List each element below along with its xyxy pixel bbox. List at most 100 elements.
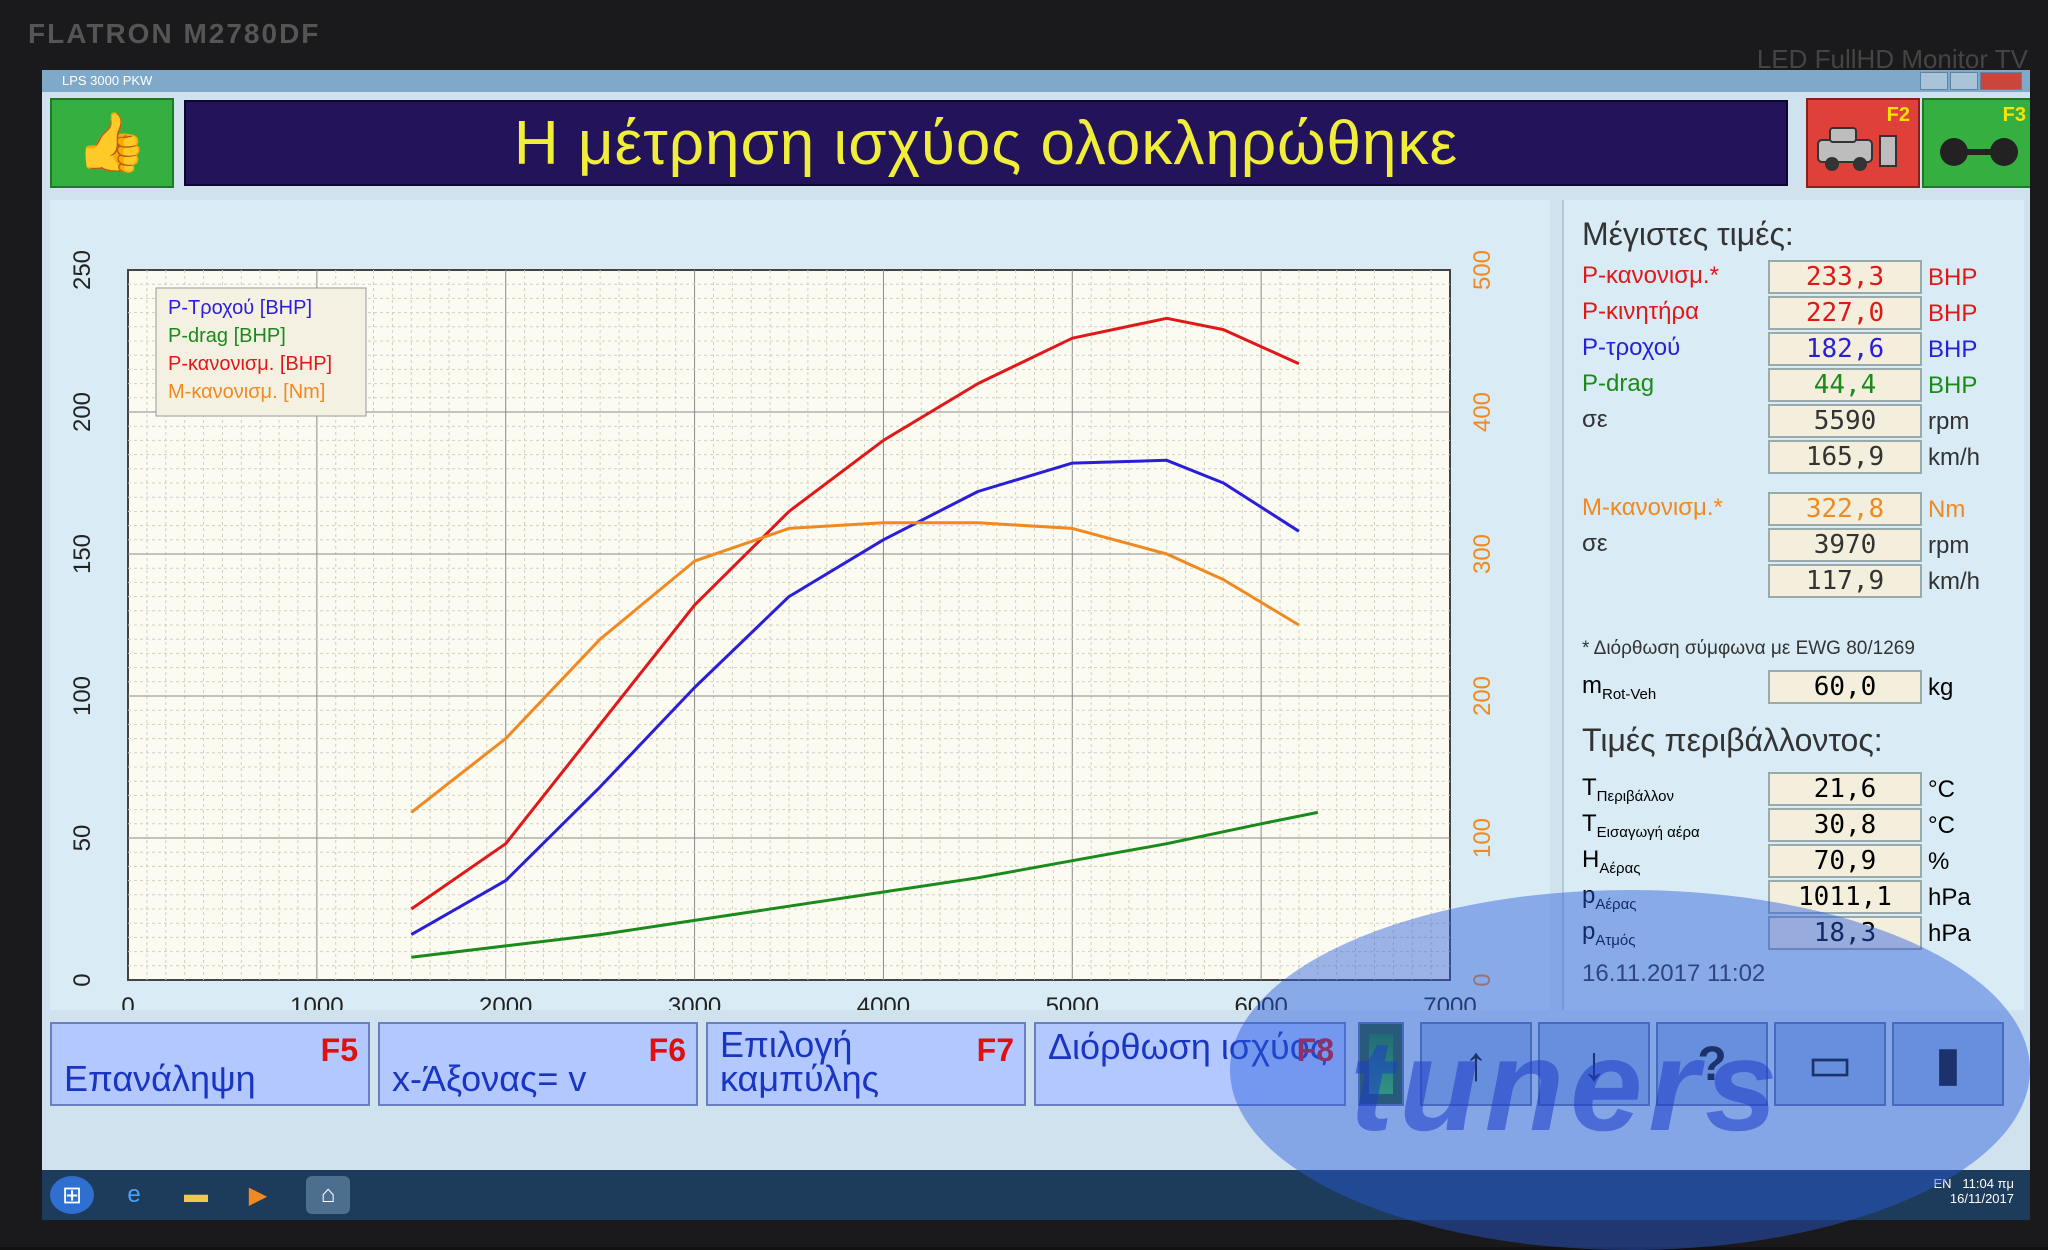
minimize-button[interactable]: [1920, 72, 1948, 90]
y-right-tick-label: 500: [1469, 250, 1496, 290]
f2-label: F2: [1886, 104, 1910, 126]
exit-icon: ▮: [1934, 1038, 1962, 1091]
env-value-row: HΑέρας 70,9 %: [1582, 844, 2022, 878]
max-value-row: P-κανονισμ.* 233,3 BHP: [1582, 260, 2022, 294]
scroll-down-button[interactable]: ↓: [1538, 1022, 1650, 1106]
env-value-unit: °C: [1928, 812, 1955, 839]
help-icon: ?: [1697, 1037, 1727, 1091]
y-right-tick-label: 200: [1469, 676, 1496, 716]
env-sub: Ατμός: [1595, 931, 1636, 949]
power-correction-button[interactable]: Διόρθωση ισχύος F8: [1034, 1022, 1346, 1106]
env-value-label: HΑέρας: [1582, 846, 1640, 877]
max-value-field: 322,8: [1768, 492, 1922, 526]
env-value-unit: %: [1928, 848, 1950, 875]
max-value-field: 182,6: [1768, 332, 1922, 366]
curve-select-fkey: F7: [976, 1032, 1014, 1068]
max-value-field: 165,9: [1768, 440, 1922, 474]
max-value-unit: rpm: [1928, 408, 1970, 435]
y-left-tick-label: 100: [69, 676, 96, 716]
env-value-row: TΕισαγωγή αέρα 30,8 °C: [1582, 808, 2022, 842]
series-line-2: [410, 316, 1300, 911]
print-button[interactable]: ▭: [1774, 1022, 1886, 1106]
env-value-row: pΑέρας 1011,1 hPa: [1582, 880, 2022, 914]
max-value-row: 165,9 km/h: [1582, 440, 2022, 474]
env-symbol: H: [1582, 846, 1600, 873]
mass-symbol: m: [1582, 672, 1602, 699]
window-titlebar: LPS 3000 PKW: [42, 70, 2030, 92]
series-line-0: [410, 458, 1300, 936]
window-controls: [1920, 72, 2022, 90]
help-button[interactable]: ?: [1656, 1022, 1768, 1106]
env-value-field: 30,8: [1768, 808, 1922, 842]
roller-button-f3[interactable]: F3: [1922, 98, 2030, 188]
lps-app-icon: ⌂: [320, 1181, 336, 1208]
x-axis-fkey: F6: [648, 1032, 686, 1068]
media-player-icon: ▶: [248, 1181, 268, 1209]
chart-svg: 0 1000 2000 3000 4000 5000 6000 700005010015020…: [69, 250, 1496, 1043]
mass-label: mRot-Veh: [1582, 672, 1656, 703]
y-right-tick-label: 400: [1469, 392, 1496, 432]
repeat-button[interactable]: Επανάληψη F5: [50, 1022, 370, 1106]
env-value-label: TΕισαγωγή αέρα: [1582, 810, 1700, 841]
max-value-field: 44,4: [1768, 368, 1922, 402]
arrow-down-icon: ↓: [1582, 1037, 1606, 1091]
media-button[interactable]: ▶: [236, 1176, 280, 1214]
env-value-row: pΑτμός 18,3 hPa: [1582, 916, 2022, 950]
max-value-field: 227,0: [1768, 296, 1922, 330]
thumbs-up-button[interactable]: 👍: [50, 98, 174, 188]
mass-row: mRot-Veh 60,0 kg: [1582, 670, 2022, 704]
legend-entry: M-κανονισμ. [Nm]: [168, 381, 325, 403]
x-tick-label: 4000: [857, 993, 910, 1010]
vehicle-button-f2[interactable]: F2: [1806, 98, 1920, 188]
level-bar-icon: [1369, 1034, 1393, 1094]
max-value-unit: km/h: [1928, 568, 1981, 595]
tray-time: 11:04 πμ: [1962, 1176, 2014, 1191]
monitor-brand-right: LED FullHD Monitor TV: [1756, 44, 2028, 74]
measurement-datetime: 16.11.2017 11:02: [1582, 960, 1766, 987]
max-value-unit: BHP: [1928, 264, 1978, 291]
curve-select-label: Επιλογή καμπύλης: [720, 1024, 880, 1099]
system-tray: EN 11:04 πμ 16/11/2017: [1933, 1176, 2014, 1206]
env-value-field: 18,3: [1768, 916, 1922, 950]
mass-unit: kg: [1928, 674, 1954, 701]
lps-task-button[interactable]: ⌂: [306, 1176, 350, 1214]
tray-date: 16/11/2017: [1949, 1191, 2014, 1206]
env-value-label: pΑέρας: [1582, 882, 1637, 913]
env-sub: Περιβάλλον: [1596, 787, 1674, 805]
max-value-unit: Nm: [1928, 496, 1966, 523]
maximize-button[interactable]: [1950, 72, 1978, 90]
max-value-unit: rpm: [1928, 532, 1970, 559]
exit-button[interactable]: ▮: [1892, 1022, 2004, 1106]
function-bar: Επανάληψη F5 x-Άξονας= v F6 Επιλογή καμπ…: [50, 1022, 2030, 1112]
arrow-up-icon: ↑: [1464, 1037, 1488, 1091]
close-button[interactable]: [1980, 72, 2022, 90]
start-button[interactable]: ⊞: [50, 1176, 94, 1214]
y-left-tick-label: 250: [69, 250, 96, 290]
x-tick-label: 2000: [479, 993, 532, 1010]
max-value-row: σε 3970 rpm: [1582, 528, 2022, 562]
scroll-up-button[interactable]: ↑: [1420, 1022, 1532, 1106]
max-value-field: 233,3: [1768, 260, 1922, 294]
window-title: LPS 3000 PKW: [62, 73, 153, 88]
monitor-brand: FLATRON M2780DF: [28, 18, 321, 49]
legend-entry: P-Τροχού [BHP]: [168, 297, 312, 319]
language-indicator[interactable]: EN: [1933, 1176, 1952, 1191]
env-value-row: TΠεριβάλλον 21,6 °C: [1582, 772, 2022, 806]
windows-logo-icon: ⊞: [61, 1181, 83, 1209]
env-value-field: 70,9: [1768, 844, 1922, 878]
series-line-1: [411, 810, 1319, 959]
curve-select-button[interactable]: Επιλογή καμπύλης F7: [706, 1022, 1026, 1106]
explorer-button[interactable]: ▬: [174, 1176, 218, 1214]
power-correction-label: Διόρθωση ισχύος: [1048, 1026, 1328, 1067]
x-axis-button[interactable]: x-Άξονας= v F6: [378, 1022, 698, 1106]
max-value-row: P-κινητήρα 227,0 BHP: [1582, 296, 2022, 330]
legend-entry: P-drag [BHP]: [168, 325, 286, 347]
max-value-label: P-κανονισμ.*: [1582, 262, 1719, 289]
env-symbol: p: [1582, 918, 1596, 945]
max-value-row: P-τροχού 182,6 BHP: [1582, 332, 2022, 366]
watermark-logo: tuners: [1350, 1012, 1784, 1158]
ie-button[interactable]: e: [112, 1176, 156, 1214]
car-icon: [1817, 127, 1897, 171]
power-correction-fkey: F8: [1296, 1032, 1334, 1068]
